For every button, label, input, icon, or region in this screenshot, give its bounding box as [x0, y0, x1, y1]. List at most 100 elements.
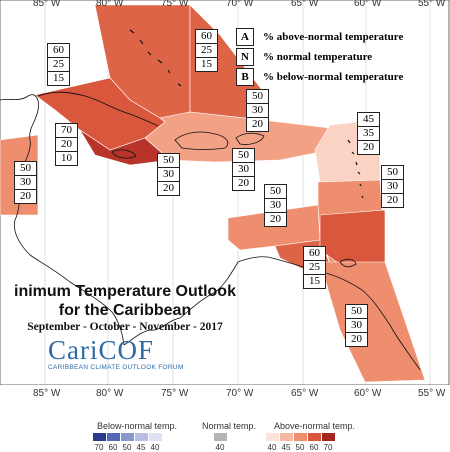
- normal-value: 30: [158, 168, 179, 182]
- normal-value: 20: [56, 138, 77, 152]
- colorbar-value: 45: [281, 443, 291, 452]
- below-normal-value: 20: [20, 190, 31, 202]
- logo-subtitle: CARIBBEAN CLIMATE OUTLOOK FORUM: [48, 364, 184, 371]
- lon-label-top: 80° W: [96, 0, 124, 9]
- colorbar-swatch: [121, 433, 134, 441]
- below-normal-value: 15: [201, 58, 212, 70]
- normal-value: 30: [247, 104, 268, 118]
- colorbar-swatch: [280, 433, 293, 441]
- lon-label-bottom: 75° W: [161, 388, 189, 399]
- legend-row: N % normal temperature: [236, 47, 403, 67]
- below-normal-value: 20: [363, 141, 374, 153]
- caricof-logo: CariCOF CARIBBEAN CLIMATE OUTLOOK FORUM: [48, 336, 184, 371]
- lon-label-bottom: 70° W: [226, 388, 254, 399]
- above-normal-value: 50: [233, 149, 254, 163]
- above-normal-value: 60: [48, 44, 69, 58]
- normal-value: 30: [265, 199, 286, 213]
- lon-label-top: 65° W: [291, 0, 319, 9]
- normal-value: 30: [346, 319, 367, 333]
- below-normal-value: 20: [387, 194, 398, 206]
- below-normal-value: 20: [163, 182, 174, 194]
- lon-label-top: 70° W: [226, 0, 254, 9]
- above-normal-value: 50: [158, 154, 179, 168]
- probability-box-trinidad: 60 25 15: [303, 246, 326, 289]
- above-normal-value: 60: [304, 247, 325, 261]
- above-normal-value: 45: [358, 113, 379, 127]
- below-normal-value: 15: [309, 275, 320, 287]
- lon-label-bottom: 85° W: [33, 388, 61, 399]
- colorbar-normal-label: Normal temp.: [202, 421, 257, 431]
- colorbar-swatch: [214, 433, 227, 441]
- colorbar-swatch: [149, 433, 162, 441]
- map-title: inimum Temperature Outlook: [14, 283, 236, 300]
- normal-value: 25: [304, 261, 325, 275]
- colorbar-value: 70: [323, 443, 333, 452]
- probability-box-bahamas-east: 60 25 15: [195, 29, 218, 72]
- normal-value: 30: [233, 163, 254, 177]
- below-normal-value: 15: [53, 72, 64, 84]
- legend-text: % below-normal temperature: [263, 71, 404, 83]
- colorbar-swatch: [135, 433, 148, 441]
- normal-value: 25: [196, 44, 217, 58]
- colorbar-swatch: [107, 433, 120, 441]
- below-normal-value: 10: [61, 152, 72, 164]
- colorbar-value: 60: [309, 443, 319, 452]
- legend-key: N: [236, 48, 254, 66]
- colorbar-swatch: [266, 433, 279, 441]
- colorbar-value: 70: [94, 443, 104, 452]
- lon-label-bottom: 80° W: [96, 388, 124, 399]
- below-normal-value: 20: [351, 333, 362, 345]
- above-normal-value: 60: [196, 30, 217, 44]
- below-normal-value: 20: [270, 213, 281, 225]
- normal-value: 35: [358, 127, 379, 141]
- below-normal-value: 20: [238, 177, 249, 189]
- colorbar-value: 60: [108, 443, 118, 452]
- lon-label-bottom: 60° W: [354, 388, 382, 399]
- normal-value: 30: [15, 176, 36, 190]
- legend-row: A % above-normal temperature: [236, 27, 403, 47]
- lon-label-top: 55° W: [418, 0, 446, 9]
- legend-row: B % below-normal temperature: [236, 67, 403, 87]
- above-normal-value: 50: [265, 185, 286, 199]
- colorbar-below-label: Below-normal temp.: [97, 421, 178, 431]
- region-guianas: [319, 261, 426, 383]
- normal-value: 25: [48, 58, 69, 72]
- probability-box-bahamas-west: 60 25 15: [47, 43, 70, 86]
- probability-box-guianas: 50 30 20: [345, 304, 368, 347]
- colorbar-swatch: [308, 433, 321, 441]
- map-period: September - October - November - 2017: [27, 321, 223, 333]
- normal-value: 30: [382, 180, 403, 194]
- legend-key: A: [236, 28, 254, 46]
- probability-box-central-america: 50 30 20: [14, 161, 37, 204]
- logo-name: CariCOF: [48, 335, 155, 365]
- above-normal-value: 70: [56, 124, 77, 138]
- lon-label-top: 85° W: [33, 0, 61, 9]
- map-subtitle: for the Caribbean: [58, 302, 192, 319]
- above-normal-value: 50: [382, 166, 403, 180]
- probability-box-hispaniola: 50 30 20: [246, 89, 269, 132]
- colorbar-value: 40: [215, 443, 225, 452]
- colorbar-swatch: [294, 433, 307, 441]
- lon-label-top: 75° W: [161, 0, 189, 9]
- map-legend: A % above-normal temperature N % normal …: [236, 27, 403, 87]
- above-normal-value: 50: [15, 162, 36, 176]
- below-normal-value: 20: [252, 118, 263, 130]
- colorbar-swatch: [322, 433, 335, 441]
- above-normal-value: 50: [247, 90, 268, 104]
- legend-text: % above-normal temperature: [263, 31, 404, 43]
- lon-label-bottom: 55° W: [418, 388, 446, 399]
- probability-box-western-caribbean: 50 30 20: [157, 153, 180, 196]
- colorbar-value: 45: [136, 443, 146, 452]
- probability-box-cuba-jamaica: 70 20 10: [55, 123, 78, 166]
- lon-label-bottom: 65° W: [291, 388, 319, 399]
- colorbar-swatch: [93, 433, 106, 441]
- colorbar-value: 40: [150, 443, 160, 452]
- lon-label-top: 60° W: [354, 0, 382, 9]
- above-normal-value: 50: [346, 305, 367, 319]
- colorbar-above-label: Above-normal temp.: [274, 421, 356, 431]
- colorbar-value: 50: [295, 443, 305, 452]
- probability-box-leeward-islands: 45 35 20: [357, 112, 380, 155]
- probability-box-puerto-rico: 50 30 20: [232, 148, 255, 191]
- legend-key: B: [236, 68, 254, 86]
